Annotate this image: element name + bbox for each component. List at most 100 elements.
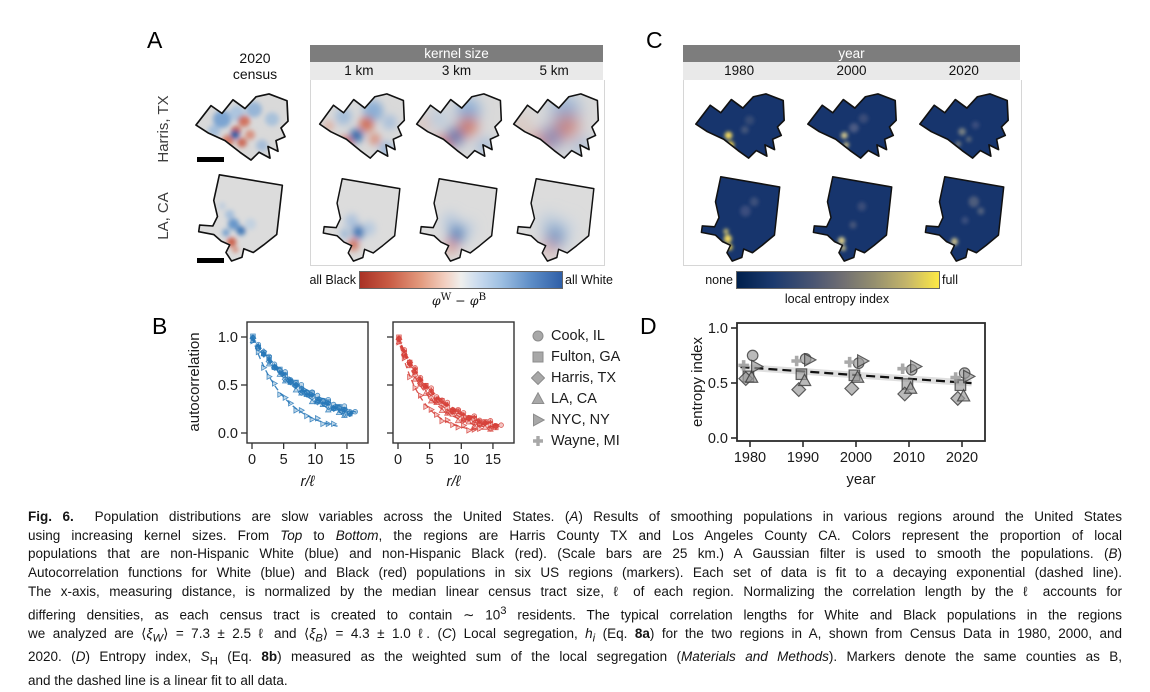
legend-item-harris: Harris, TX (531, 367, 620, 388)
year-subheader: 1980 2000 2020 (683, 62, 1020, 80)
caption-line: differing densities, as each census trac… (28, 604, 1122, 623)
year-1980-label: 1980 (724, 63, 755, 78)
legend-label: Cook, IL (551, 327, 605, 344)
svg-text:15: 15 (339, 452, 355, 468)
legend-item-cook: Cook, IL (531, 325, 620, 346)
colorbar-a-right-label: all White (565, 273, 613, 287)
county-legend: Cook, IL Fulton, GA Harris, TX LA, CA NYC, N… (531, 325, 620, 451)
year-2020-label: 2020 (948, 63, 979, 78)
legend-label: LA, CA (551, 390, 597, 407)
svg-text:0.5: 0.5 (218, 378, 238, 394)
year-header: year (683, 45, 1020, 62)
autocorrelation-plot-white: 0 5 10 15 0.0 0.5 1.0 autocorrelation r/ℓ (185, 314, 385, 500)
colorbar-a-left-label: all Black (309, 273, 356, 287)
legend-item-la: LA, CA (531, 388, 620, 409)
row-label-harris: Harris, TX (155, 95, 172, 163)
map-harris-census (192, 92, 292, 162)
map-la-2020 (921, 174, 1009, 262)
map-la-census (194, 172, 288, 262)
square-marker-icon (532, 351, 544, 362)
kernel-size-header: kernel size (310, 45, 603, 62)
legend-label: Harris, TX (551, 369, 616, 386)
scale-bar-harris (197, 157, 224, 162)
map-harris-1km (316, 92, 408, 160)
census-column-header: 2020 census (213, 50, 297, 82)
svg-text:0.0: 0.0 (708, 431, 728, 447)
svg-text:2020: 2020 (946, 450, 978, 466)
plus-marker-icon (533, 435, 543, 446)
circle-marker-icon (532, 330, 544, 341)
svg-text:2010: 2010 (893, 450, 925, 466)
svg-text:5: 5 (426, 452, 434, 468)
map-harris-2000 (804, 92, 900, 160)
map-harris-5km (510, 92, 602, 160)
map-la-1km (319, 176, 405, 262)
svg-text:year: year (846, 471, 875, 488)
svg-text:5: 5 (280, 452, 288, 468)
svg-text:0: 0 (248, 452, 256, 468)
map-la-3km (416, 176, 502, 262)
panel-a-label: A (147, 27, 163, 53)
svg-text:r/ℓ: r/ℓ (300, 473, 315, 490)
kernel-5km-label: 5 km (539, 63, 569, 78)
panel-b-label: B (152, 313, 168, 339)
caption-line: we analyzed are ⟨ξW⟩ = 7.3 ± 2.5 ℓ and ⟨… (28, 625, 1122, 645)
colorbar-c-title: local entropy index (784, 292, 890, 306)
legend-label: Wayne, MI (551, 432, 620, 449)
entropy-index-plot: 1980 1990 2000 2010 2020 0.0 0.5 1.0 entropy ind… (689, 314, 1020, 492)
caption-line: using increasing kernel sizes. From Top … (28, 527, 1122, 543)
map-harris-2020 (916, 92, 1012, 160)
scale-bar-la (197, 258, 224, 263)
svg-text:0.0: 0.0 (218, 426, 238, 442)
row-label-la: LA, CA (155, 192, 172, 240)
legend-label: NYC, NY (551, 411, 610, 428)
map-harris-1980 (692, 92, 788, 160)
diamond-marker-icon (531, 370, 545, 385)
svg-text:2000: 2000 (840, 450, 872, 466)
figure-caption: Fig. 6. Population distributions are slo… (28, 508, 1122, 690)
svg-text:1.0: 1.0 (708, 321, 728, 337)
legend-label: Fulton, GA (551, 348, 621, 365)
caption-line: Autocorrelation functions for White (blu… (28, 565, 1122, 581)
census-year-text: 2020 (239, 50, 271, 66)
svg-text:entropy index: entropy index (690, 336, 706, 427)
caption-line: Fig. 6. Population distributions are slo… (28, 509, 1122, 524)
svg-text:autocorrelation: autocorrelation (186, 332, 203, 431)
census-text: census (232, 66, 278, 82)
triangle-up-marker-icon (531, 391, 545, 404)
map-la-5km (513, 176, 599, 262)
map-la-1980 (697, 174, 785, 262)
caption-line: The x-axis, measuring distance, is norma… (28, 583, 1122, 599)
map-la-2000 (809, 174, 897, 262)
legend-item-nyc: NYC, NY (531, 409, 620, 430)
caption-line: populations that are non-Hispanic White … (28, 546, 1122, 562)
kernel-1km-label: 1 km (344, 63, 374, 78)
caption-line: 2020. (D) Entropy index, SH (Eq. 8b) mea… (28, 649, 1123, 668)
svg-text:r/ℓ: r/ℓ (446, 473, 461, 490)
svg-text:0.5: 0.5 (708, 376, 728, 392)
panel-c-label: C (646, 27, 663, 53)
colorbar-c-gradient (736, 271, 940, 289)
colorbar-c-right-label: full (942, 273, 958, 287)
svg-text:1.0: 1.0 (218, 330, 238, 346)
triangle-right-marker-icon (533, 412, 545, 427)
autocorrelation-plot-black: 0 5 10 15 r/ℓ (385, 314, 530, 500)
year-2000-label: 2000 (836, 63, 867, 78)
svg-text:1980: 1980 (734, 450, 766, 466)
legend-item-wayne: Wayne, MI (531, 430, 620, 451)
colorbar-a-formula: φW − φB (431, 291, 487, 309)
colorbar-c-left-label: none (705, 273, 733, 287)
panel-d-label: D (640, 313, 657, 339)
svg-text:10: 10 (453, 452, 469, 468)
colorbar-a-gradient (359, 271, 563, 289)
svg-text:15: 15 (485, 452, 501, 468)
kernel-size-subheader: 1 km 3 km 5 km (310, 62, 603, 80)
svg-text:10: 10 (307, 452, 323, 468)
map-harris-3km (413, 92, 505, 160)
svg-text:1990: 1990 (787, 450, 819, 466)
kernel-3km-label: 3 km (441, 63, 472, 78)
svg-text:0: 0 (394, 452, 402, 468)
caption-line: and the dashed line is a linear fit to a… (28, 672, 288, 688)
legend-item-fulton: Fulton, GA (531, 346, 620, 367)
